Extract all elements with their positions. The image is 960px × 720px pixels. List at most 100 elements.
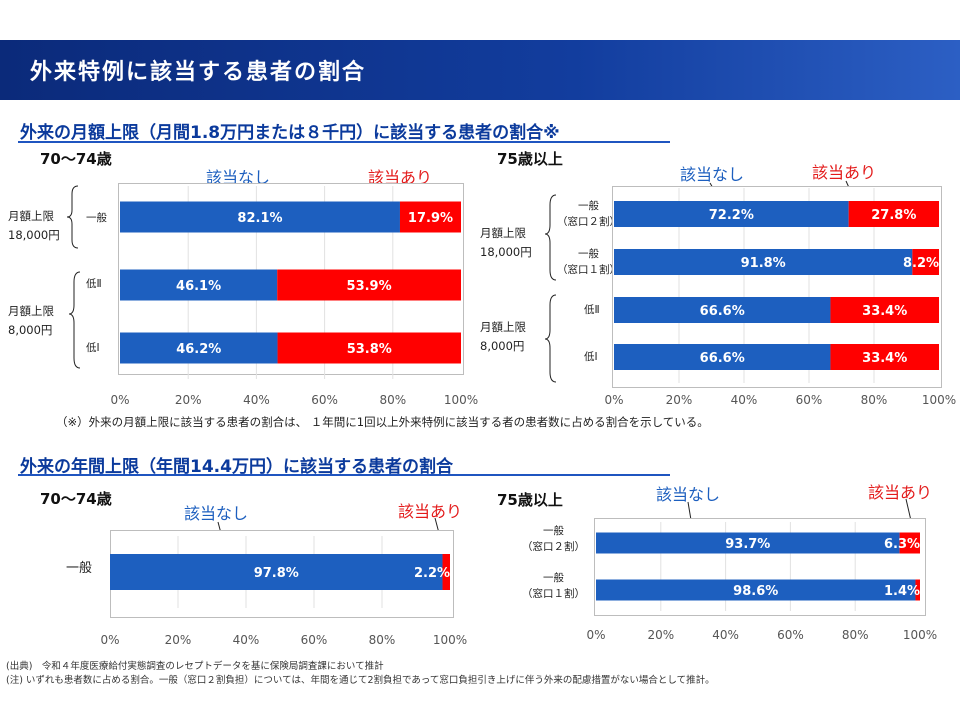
cat-label-c1-2: 低Ⅰ <box>86 342 100 354</box>
bar-applicable <box>399 201 461 233</box>
bar-none <box>596 532 900 554</box>
bar-none <box>110 554 443 590</box>
tick-label: 80% <box>861 393 888 407</box>
tick-label: 60% <box>311 393 338 407</box>
data-label: 98.6% <box>733 584 778 599</box>
data-label: 82.1% <box>237 211 282 226</box>
tick-label: 20% <box>666 393 693 407</box>
legend-applicable-c4: 該当あり <box>868 483 933 502</box>
data-label: 91.8% <box>741 256 786 271</box>
group-label-line2: 8,000円 <box>480 339 525 353</box>
cat-label-c2-1: 一般 （窓口１割） <box>557 248 620 276</box>
group-label-line2: 18,000円 <box>480 245 532 259</box>
data-label: 46.1% <box>176 279 221 294</box>
bar-none <box>614 201 849 227</box>
bar-none <box>614 297 831 323</box>
group-label-line1: 月額上限 <box>8 209 54 223</box>
tick-label: 20% <box>647 628 674 642</box>
bar-none <box>120 269 278 301</box>
bar-applicable <box>830 297 939 323</box>
bar-none <box>614 249 913 275</box>
group-label-8000-c2: 月額上限 8,000円 <box>480 318 526 356</box>
tick-label: 20% <box>165 633 192 647</box>
group-label-line1: 月額上限 <box>480 320 526 334</box>
bar-none <box>596 579 916 601</box>
tick-label: 0% <box>100 633 119 647</box>
tick-label: 60% <box>796 393 823 407</box>
page-banner: 外来特例に該当する患者の割合 <box>0 40 960 100</box>
tick-label: 20% <box>175 393 202 407</box>
bar-none <box>120 332 278 364</box>
tick-label: 40% <box>233 633 260 647</box>
section-title-monthly: 外来の月額上限（月間1.8万円または８千円）に該当する患者の割合※ <box>20 123 560 143</box>
cat-label-c2-0: 一般 （窓口２割） <box>557 200 620 228</box>
data-label: 2.2% <box>414 566 450 581</box>
data-label: 97.8% <box>254 566 299 581</box>
tick-label: 60% <box>301 633 328 647</box>
footnote-note: (注) いずれも患者数に占める割合。一般（窓口２割負担）については、年間を通じて… <box>6 675 715 686</box>
monthly-note: （※）外来の月額上限に該当する患者の割合は、 １年間に1回以上外来特例に該当する… <box>56 415 709 429</box>
bar-applicable <box>848 201 939 227</box>
group-label-18000-c1: 月額上限 18,000円 <box>8 207 60 245</box>
tick-label: 100% <box>433 633 467 647</box>
cat-label-c4-0: 一般 （窓口２割） <box>522 525 585 553</box>
tick-label: 40% <box>712 628 739 642</box>
section-divider <box>18 474 670 476</box>
bar-none <box>614 344 831 370</box>
cat-label-c1-1: 低Ⅱ <box>86 278 102 290</box>
bar-none <box>120 201 400 233</box>
tick-label: 80% <box>379 393 406 407</box>
cat-label-c4-1: 一般 （窓口１割） <box>522 572 585 600</box>
group-label-8000-c1: 月額上限 8,000円 <box>8 302 54 340</box>
tick-label: 0% <box>110 393 129 407</box>
legend-none-c4: 該当なし <box>656 485 721 504</box>
tick-label: 60% <box>777 628 804 642</box>
bar-applicable <box>830 344 939 370</box>
chart-title-75plus-monthly: 75歳以上 <box>497 150 563 168</box>
tick-label: 100% <box>922 393 956 407</box>
cat-label-c2-2: 低Ⅱ <box>584 304 600 316</box>
chart-title-70-74-annual: 70〜74歳 <box>40 490 112 508</box>
data-label: 93.7% <box>725 537 770 552</box>
tick-label: 40% <box>243 393 270 407</box>
bracket-c1-g2 <box>68 271 81 369</box>
footnote-source: (出典) 令和４年度医療給付実態調査のレセプトデータを基に保険局調査課において推… <box>6 661 384 672</box>
bracket-c2-g1 <box>544 194 557 281</box>
data-label: 8.2% <box>903 256 939 271</box>
group-label-line1: 月額上限 <box>8 304 54 318</box>
legend-none-c3: 該当なし <box>184 504 249 523</box>
page-title: 外来特例に該当する患者の割合 <box>30 60 367 85</box>
group-label-line2: 18,000円 <box>8 228 60 242</box>
data-label: 53.8% <box>347 342 392 357</box>
bar-applicable <box>277 332 461 364</box>
bar-applicable <box>442 554 450 590</box>
tick-label: 100% <box>444 393 478 407</box>
tick-label: 0% <box>604 393 623 407</box>
section-divider <box>18 141 670 143</box>
legend-none-c1: 該当なし <box>206 168 271 187</box>
chart-title-70-74-monthly: 70〜74歳 <box>40 150 112 168</box>
cat-label-c3-0: 一般 <box>66 561 93 576</box>
data-label: 27.8% <box>871 208 916 223</box>
legend-applicable-c3: 該当あり <box>398 502 463 521</box>
legend-applicable-c2: 該当あり <box>812 163 877 182</box>
bracket-c2-g2 <box>544 294 557 383</box>
data-label: 1.4% <box>884 584 920 599</box>
bracket-c1-g1 <box>66 185 79 249</box>
bar-applicable <box>912 249 939 275</box>
tick-label: 100% <box>903 628 937 642</box>
bar-applicable <box>899 532 920 554</box>
data-label: 72.2% <box>709 208 754 223</box>
data-label: 66.6% <box>700 351 745 366</box>
data-label: 33.4% <box>862 304 907 319</box>
cat-label-c1-0: 一般 <box>86 212 107 224</box>
section-title-annual: 外来の年間上限（年間14.4万円）に該当する患者の割合 <box>20 457 453 477</box>
tick-label: 40% <box>731 393 758 407</box>
group-label-line1: 月額上限 <box>480 226 526 240</box>
data-label: 46.2% <box>176 342 221 357</box>
cat-label-c2-3: 低Ⅰ <box>584 351 598 363</box>
